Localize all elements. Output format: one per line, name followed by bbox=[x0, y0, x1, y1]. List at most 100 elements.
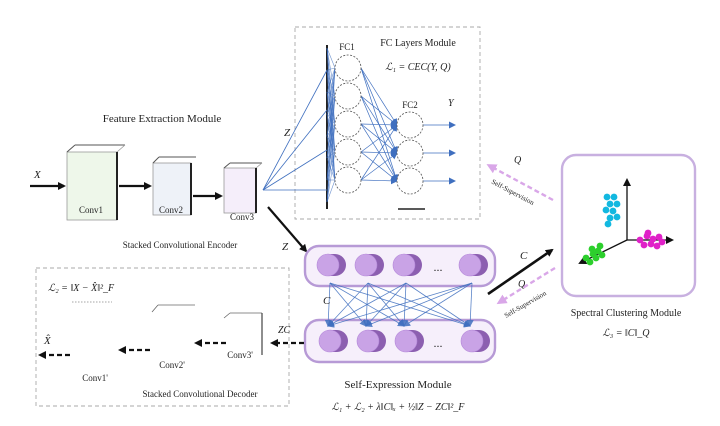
conv2-block bbox=[152, 156, 196, 216]
self-expression-edge bbox=[327, 282, 407, 327]
cyan-point bbox=[603, 193, 611, 201]
fc-edge bbox=[326, 67, 336, 71]
fc-module-frame bbox=[294, 26, 481, 220]
decoder-caption: Stacked Convolutional Decoder bbox=[143, 389, 258, 399]
fc-edge bbox=[360, 177, 398, 185]
dots-bottom: ... bbox=[434, 336, 443, 350]
self-expression-edge bbox=[403, 282, 473, 327]
conv1-block bbox=[66, 144, 126, 221]
fc-edge bbox=[326, 67, 336, 93]
node-face bbox=[316, 253, 340, 277]
self-expression-edge bbox=[365, 282, 473, 327]
xhat-label: X̂ bbox=[43, 334, 52, 347]
fc2-neuron bbox=[396, 111, 424, 139]
fc-edge bbox=[326, 151, 336, 159]
z-se-label: Z bbox=[282, 241, 289, 253]
fc-edge bbox=[360, 124, 398, 181]
y-output-label: Y bbox=[448, 98, 455, 109]
conv3-label: Conv3 bbox=[230, 212, 255, 222]
q-bottom-label: Q bbox=[518, 279, 526, 290]
encoder-caption: Stacked Convolutional Encoder bbox=[123, 240, 237, 250]
reconstruction-loss-equation: ℒ₂ = ‖X − X̂‖²_F bbox=[48, 281, 115, 294]
cyan-point bbox=[604, 220, 612, 228]
fc-edge bbox=[360, 67, 398, 126]
self-expression-edge bbox=[327, 282, 369, 327]
fc-edge bbox=[326, 67, 336, 115]
fc-edge bbox=[326, 151, 336, 203]
cyan-point bbox=[613, 200, 621, 208]
z-to-fc-edge bbox=[262, 149, 328, 191]
fc-edge bbox=[326, 95, 336, 115]
cyan-point bbox=[609, 207, 617, 215]
self-expression-edge bbox=[327, 282, 473, 328]
fc-edge bbox=[326, 123, 336, 203]
fc-edge bbox=[326, 135, 336, 153]
cyan-point bbox=[602, 206, 610, 214]
green-point bbox=[586, 258, 594, 266]
fc2-label: FC2 bbox=[402, 100, 418, 110]
c-middle-label: C bbox=[323, 295, 331, 307]
self-expression-edge bbox=[365, 282, 407, 327]
fc-edge bbox=[326, 67, 336, 137]
c-top-label: C bbox=[520, 250, 528, 262]
fc-module-title: FC Layers Module bbox=[380, 38, 456, 49]
fc-edge bbox=[360, 152, 398, 181]
magenta-point bbox=[644, 229, 652, 237]
spectral-module-title: Spectral Clustering Module bbox=[571, 308, 682, 319]
z-to-fc-edge bbox=[262, 109, 328, 191]
decoder-frame bbox=[35, 267, 290, 407]
fc-edge bbox=[326, 113, 336, 125]
conv3p-label: Conv3' bbox=[227, 350, 253, 360]
q-to-self-expression-arrow bbox=[496, 266, 556, 305]
cyan-point bbox=[606, 214, 614, 222]
x-input-label: X bbox=[33, 169, 42, 181]
zc-label: ZC bbox=[278, 325, 291, 336]
self-expression-edge bbox=[400, 282, 408, 327]
green-point bbox=[592, 254, 600, 262]
node-face bbox=[318, 329, 342, 353]
fc-edge bbox=[326, 179, 336, 203]
total-loss-equation: ℒ₁ + ℒ₂ + λ‖C‖ₓ + ½‖Z − ZC‖²_F bbox=[332, 402, 466, 413]
fc1-neuron bbox=[334, 166, 362, 194]
node-face bbox=[392, 253, 416, 277]
dots-top: ... bbox=[434, 260, 443, 274]
magenta-point bbox=[653, 242, 661, 250]
conv2-label: Conv2 bbox=[159, 205, 183, 215]
conv3p-top-edge bbox=[223, 312, 231, 319]
green-point bbox=[598, 251, 606, 259]
spectral-module-box bbox=[560, 153, 697, 298]
node-face bbox=[354, 253, 378, 277]
spectral-loss-equation: ℒ₃ = ‖C‖_Q bbox=[603, 328, 651, 339]
c-to-spectral-arrow bbox=[487, 248, 554, 296]
fc-edge bbox=[326, 91, 336, 125]
self-expression-connections bbox=[324, 282, 474, 328]
fc-edge bbox=[326, 95, 336, 203]
fc2-neuron bbox=[396, 167, 424, 195]
fc1-neuron bbox=[334, 54, 362, 82]
self-expression-title: Self-Expression Module bbox=[344, 379, 451, 391]
fc-edge bbox=[360, 95, 398, 126]
q-top-label: Q bbox=[514, 155, 522, 166]
conv1-label: Conv1 bbox=[79, 205, 103, 215]
fc-edge bbox=[326, 67, 336, 203]
fc-connections bbox=[262, 47, 456, 203]
fc-loss-equation: ℒ₁ = CEC(Y, Q) bbox=[385, 62, 451, 73]
green-point bbox=[596, 242, 604, 250]
self-expression-nodes bbox=[316, 253, 490, 353]
z-fc-label: Z bbox=[284, 127, 291, 139]
self-supervision-top: Self-Supervision bbox=[490, 178, 536, 207]
magenta-point bbox=[658, 238, 666, 246]
node-face bbox=[356, 329, 380, 353]
fc1-label: FC1 bbox=[339, 42, 355, 52]
cyan-point bbox=[610, 193, 618, 201]
self-expression-edge bbox=[324, 282, 332, 327]
conv3-block bbox=[223, 162, 263, 214]
magenta-point bbox=[655, 233, 663, 241]
node-face bbox=[458, 253, 482, 277]
self-expression-edge bbox=[466, 282, 474, 327]
fc-edge bbox=[326, 47, 336, 69]
self-supervision-bottom: Self-Supervision bbox=[503, 289, 548, 320]
fc2-neuron bbox=[396, 139, 424, 167]
z-to-self-expression-arrow bbox=[267, 206, 308, 253]
